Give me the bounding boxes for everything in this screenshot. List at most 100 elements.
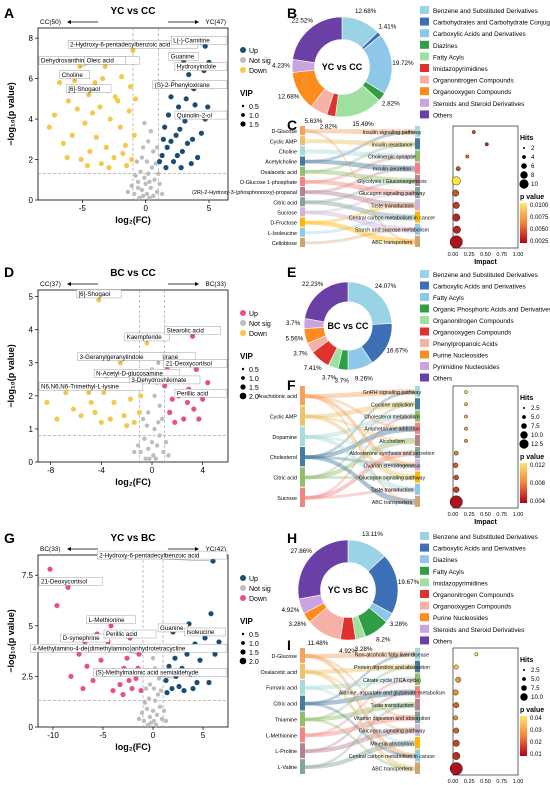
slice-pct-label: 3.28% [288,621,306,628]
point-down [84,663,90,669]
point-notsig [149,439,155,445]
legend-vip-dot [239,392,247,400]
panel-letter-g: G [4,530,15,546]
slice-pct-label: 2.82% [382,101,400,108]
point-down [60,140,66,146]
sankey-flow [305,142,415,174]
point-down [56,80,63,86]
sankey-left-node [300,648,305,663]
legend-p-title: p value [520,194,544,201]
legend-vip-label: 1.0 [249,113,259,120]
legend-swatch [420,281,429,290]
legend-vip-label: 1.0 [249,376,259,383]
point-up [192,102,198,108]
point-notsig [150,656,156,661]
bubble-mark [484,142,489,147]
point-down [108,623,114,629]
volcano-plot-g: YC vs BC BC(33) YC(42) -10 -5 0 5 0 2.5 5 7.5 log₂(… [6,533,271,752]
point-down [117,681,123,688]
label-box [84,56,126,65]
sankey-left-node [300,727,305,743]
sankey-left-node [300,426,305,446]
sankey-pathway-label: Taste transduction [371,488,414,494]
legend-swatch [420,327,429,336]
sankey-left-label: Cyclic AMP [270,139,298,145]
point-up [198,130,204,136]
bubble-x-tick: 0.75 [496,252,507,258]
point-up [170,158,177,165]
panel-letter-c: C [287,117,297,133]
sankey-left-label: D-Glucose [272,654,297,660]
point-down [54,602,60,609]
point-label: Choline [62,72,84,79]
panel-letter-b: B [287,5,297,21]
point-label: 2-Hydroxy-6-pentadecylbenzoic acid [99,552,200,559]
sankey-flow [305,652,415,706]
label-box [174,388,228,398]
point-up [163,677,169,684]
sankey-left-label: Citric acid [273,200,297,206]
point-notsig [143,181,148,187]
legend-hits-label: 4 [531,154,535,161]
slice-pct-label: 4.92% [339,648,357,655]
legend-label: Benzene and Substituted Derivatives [433,8,538,15]
legend-vip-dot [241,104,245,108]
point-notsig [149,165,155,170]
legend-hits-dot [522,677,526,681]
x-tick-label: 5 [207,204,212,213]
legend-hits-dot [520,171,528,179]
point-up [169,396,175,402]
sankey-right-node [415,698,420,711]
bubble-x-tick: 0.25 [464,512,475,518]
label-leader [189,88,194,91]
sankey-left-label: L-Proline [275,749,297,755]
bubble-x-tick: 0.00 [448,512,459,518]
point-up [164,144,170,150]
sankey-flow [305,394,415,431]
sankey-right-node [415,126,420,138]
point-notsig [150,708,156,714]
slice-pct-label: 1.41% [379,23,397,30]
point-up [160,136,166,142]
sankey-left-node [300,386,305,406]
label-box [163,359,228,368]
arrow-right-label: YC(42) [205,546,226,553]
sankey-left-node [300,447,305,467]
point-notsig [147,714,153,720]
sankey-flow [305,740,415,770]
sankey-right-node [415,736,420,749]
sankey-pathway-label: Cholesterol metabolism [364,415,420,421]
legend-label: Purine Nucleosides [433,615,488,622]
sankey-flow [305,414,415,481]
sankey-left-node [300,759,305,774]
sankey-pathway-label: Vitamin digestion and absorption [354,716,431,722]
point-up [196,416,202,422]
sankey-right-node [415,422,420,434]
sankey-left-label: Citric acid [273,476,297,482]
donut-slice [304,281,349,323]
donut-chart-e: 24.07%16.67%9.26%3.7%3.7%7.41%3.7%5.56%3… [286,270,550,385]
bubble-mark [474,652,479,657]
sankey-flow [305,689,415,706]
sankey-right-node [415,724,420,736]
point-notsig [147,682,153,687]
legend-swatch [420,52,429,61]
legend-label: Not sig [249,586,271,593]
point-notsig [138,449,143,455]
legend-label: Not sig [249,321,271,328]
point-notsig [157,181,162,187]
sankey-flow [305,203,415,225]
sankey-right-node [415,138,420,150]
y-tick-label: 7.5 [22,571,34,580]
sankey-flow [305,167,415,194]
legend-swatch [420,566,429,575]
point-label: N6,N6,N6-Trimethyl-L-lysine [41,384,119,391]
label-box [76,289,122,299]
point-notsig [154,145,160,150]
y-tick-label: 0 [29,723,34,732]
slice-pct-label: 3.7% [322,375,337,382]
sankey-right-node [415,211,420,223]
arrow-left-head [67,20,71,24]
x-tick-label: 0 [151,731,156,740]
point-notsig [138,169,143,174]
